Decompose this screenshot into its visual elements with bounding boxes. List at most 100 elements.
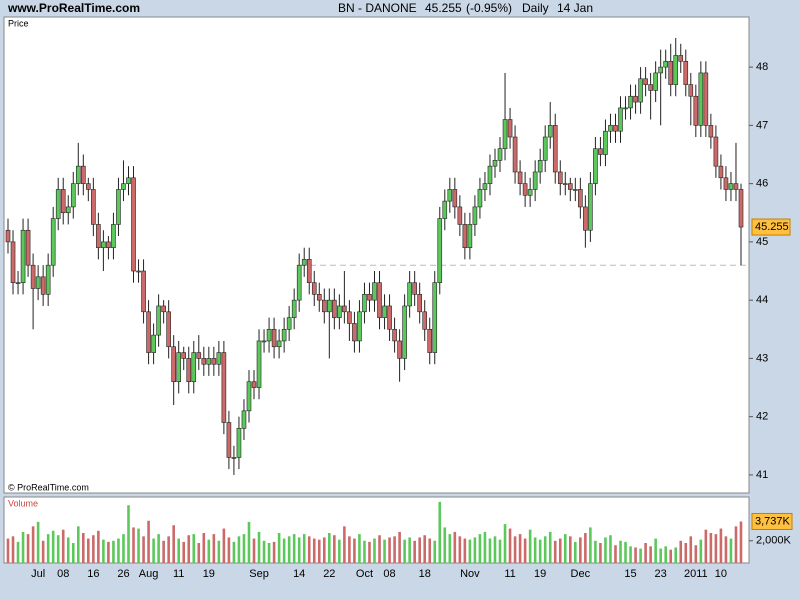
candle-body	[136, 270, 141, 273]
volume-bar	[594, 540, 597, 563]
volume-bar	[227, 537, 231, 563]
date: 14 Jan	[557, 1, 593, 15]
volume-bar	[222, 528, 226, 563]
candle-body	[457, 206, 463, 225]
volume-bar	[348, 536, 351, 563]
candle-body	[266, 328, 272, 342]
volume-tick-label: 2,000K	[756, 535, 792, 547]
x-tick-label: 19	[534, 568, 546, 580]
volume-bar	[292, 534, 296, 563]
volume-bar	[508, 528, 512, 563]
candle-body	[492, 160, 498, 167]
volume-bar	[11, 536, 15, 563]
volume-bar	[423, 535, 427, 563]
volume-bar	[36, 521, 40, 563]
candle-body	[573, 189, 578, 191]
volume-bar	[664, 546, 667, 563]
candle-body	[437, 218, 443, 283]
panel-label: Price	[8, 18, 29, 28]
volume-bar	[272, 541, 276, 563]
volume-bar	[438, 501, 442, 563]
x-tick-label: Nov	[460, 568, 480, 580]
candle-body	[246, 381, 252, 412]
volume-bar	[21, 531, 25, 563]
volume-bar	[97, 530, 100, 563]
candle-body	[236, 428, 242, 458]
candle-body	[417, 294, 422, 313]
volume-bar	[187, 535, 191, 563]
volume-marker	[751, 512, 793, 530]
volume-bar	[197, 543, 201, 563]
volume-bar	[553, 540, 557, 563]
x-tick-label: 2011	[684, 568, 708, 580]
candle-body	[40, 276, 46, 295]
candle-body	[352, 323, 357, 342]
candle-body	[392, 328, 397, 342]
volume-bar	[574, 541, 577, 563]
volume-bar	[31, 526, 35, 563]
candle-body	[578, 189, 583, 208]
candle-body	[50, 218, 56, 266]
volume-bar	[448, 534, 452, 563]
candle-body	[20, 229, 26, 283]
candle-body	[176, 352, 181, 383]
volume-bar	[453, 531, 457, 563]
volume-bar	[589, 527, 592, 563]
candle-body	[447, 189, 453, 202]
candle-body	[327, 299, 332, 313]
candle-body	[116, 189, 121, 225]
volume-bar	[398, 531, 401, 563]
volume-bar	[528, 529, 532, 563]
volume-bar	[192, 534, 196, 563]
candle-body	[547, 125, 553, 138]
candle-body	[397, 340, 402, 359]
volume-bar	[604, 537, 607, 563]
candle-body	[568, 183, 573, 190]
candle-body	[452, 189, 458, 208]
volume-bar	[403, 539, 406, 563]
volume-bar	[393, 536, 396, 563]
volume-bar	[212, 534, 216, 563]
candle-body	[412, 282, 417, 295]
candle-body	[653, 72, 658, 91]
volume-bar	[312, 538, 316, 563]
candle-body	[738, 189, 744, 228]
volume-bar	[558, 538, 562, 563]
volume-bar	[654, 538, 657, 563]
candle-body	[271, 328, 277, 348]
candle-body	[472, 206, 478, 225]
candle-body	[306, 259, 312, 283]
candle-body	[537, 160, 543, 173]
candle-body	[733, 183, 739, 190]
candle-body	[668, 60, 674, 85]
candle-body	[196, 352, 202, 359]
y-tick-label: 41	[756, 469, 768, 481]
volume-bar	[247, 521, 251, 563]
candle-body	[613, 125, 618, 132]
volume-bar	[684, 543, 688, 563]
volume-bar	[26, 534, 30, 563]
volume-bar	[609, 535, 612, 563]
volume-bar	[317, 539, 321, 563]
candle-body	[291, 299, 297, 318]
volume-bar	[418, 537, 421, 563]
x-tick-label: 19	[203, 568, 215, 580]
volume-bar	[473, 537, 477, 563]
volume-bar	[66, 537, 70, 563]
volume-bar	[56, 535, 60, 563]
volume-bar	[629, 546, 632, 563]
candle-body	[221, 352, 227, 423]
volume-bar	[669, 549, 673, 563]
volume-bar	[368, 541, 371, 563]
candle-body	[131, 177, 136, 272]
candle-body	[402, 305, 407, 359]
volume-bar	[563, 534, 567, 563]
volume-bar	[503, 524, 507, 563]
volume-bar	[51, 530, 55, 563]
y-tick-label: 45	[756, 236, 768, 248]
volume-bar	[413, 540, 416, 563]
last-price: 45.255	[425, 1, 462, 15]
volume-bar	[61, 529, 65, 563]
candle-body	[588, 183, 593, 231]
